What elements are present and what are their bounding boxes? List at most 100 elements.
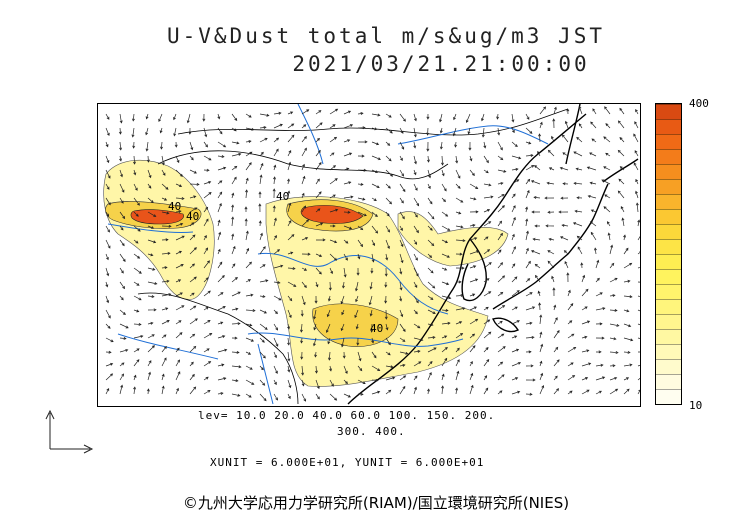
colorbar-segment: [656, 224, 681, 239]
wind-arrow: [441, 321, 451, 325]
wind-arrow: [315, 393, 320, 400]
wind-arrow: [287, 281, 297, 287]
wind-arrow: [525, 165, 535, 171]
wind-arrow: [623, 323, 632, 328]
wind-arrow: [385, 225, 390, 233]
reference-vector-icon: [45, 409, 94, 454]
wind-arrow: [595, 322, 603, 326]
wind-arrow: [231, 127, 237, 132]
wind-arrow: [245, 230, 249, 241]
wind-arrow: [371, 183, 380, 189]
wind-arrow: [483, 306, 489, 311]
wind-arrow: [189, 373, 195, 381]
wind-arrow: [483, 221, 492, 227]
wind-arrow: [511, 290, 520, 297]
wind-arrow: [258, 220, 262, 227]
wind-arrow: [231, 152, 242, 157]
wind-arrow: [231, 113, 238, 122]
colorbar-segment: [656, 134, 681, 149]
wind-arrow: [413, 337, 424, 342]
wind-arrow: [301, 192, 305, 199]
wind-arrow: [259, 323, 268, 330]
wind-arrow: [173, 113, 177, 121]
wind-arrow: [609, 308, 618, 312]
wind-arrow: [202, 113, 206, 122]
wind-arrow: [552, 287, 556, 297]
wind-arrow: [637, 377, 640, 381]
wind-arrow: [525, 189, 530, 199]
wind-arrow: [287, 323, 291, 330]
wind-arrow: [329, 224, 336, 228]
wind-arrow: [525, 292, 533, 297]
wind-arrow: [300, 337, 304, 344]
wind-arrow: [159, 127, 163, 134]
wind-arrow: [469, 155, 473, 162]
wind-arrow: [635, 202, 639, 213]
wind-arrow: [609, 294, 616, 298]
wind-arrow: [203, 127, 208, 138]
wind-arrow: [189, 345, 197, 353]
wind-arrow: [203, 333, 213, 339]
wind-arrow: [329, 194, 336, 199]
wind-arrow: [273, 123, 283, 129]
wind-arrow: [427, 267, 434, 274]
wind-arrow: [617, 149, 625, 157]
wind-arrow: [525, 260, 531, 269]
wind-arrow: [287, 161, 292, 171]
wind-arrow: [217, 321, 224, 325]
wind-arrow: [553, 359, 560, 367]
wind-arrow: [633, 162, 639, 171]
wind-arrow: [385, 365, 394, 369]
wind-arrow: [469, 384, 474, 395]
wind-arrow: [605, 123, 611, 129]
wind-arrow: [328, 281, 332, 291]
wind-arrow: [469, 293, 476, 297]
wind-arrow: [384, 309, 388, 320]
wind-arrow: [273, 337, 279, 347]
wind-arrow: [511, 246, 516, 255]
wind-arrow: [399, 337, 406, 342]
wind-arrow: [371, 169, 379, 173]
wind-arrow: [273, 393, 278, 401]
wind-arrow: [413, 225, 419, 234]
wind-arrow: [589, 181, 597, 185]
wind-arrow: [427, 183, 431, 190]
wind-arrow: [581, 274, 586, 283]
wind-arrow: [301, 109, 310, 115]
wind-arrow: [603, 136, 611, 143]
dust-wind-map: 40 40 40 40: [97, 103, 641, 407]
wind-arrow: [385, 197, 393, 205]
wind-arrow: [175, 292, 183, 297]
wind-arrow: [619, 166, 625, 171]
wind-arrow: [371, 337, 375, 344]
wind-arrow: [452, 127, 457, 137]
wind-arrow: [587, 195, 597, 199]
wind-arrow: [371, 351, 377, 359]
wind-arrow: [567, 362, 574, 367]
coastline-hokkaido: [602, 158, 639, 183]
wind-arrow: [525, 378, 536, 382]
wind-arrow: [301, 365, 305, 376]
wind-arrow: [399, 141, 405, 150]
wind-arrow: [567, 333, 575, 339]
wind-arrow: [469, 318, 479, 325]
wind-arrow: [483, 347, 489, 353]
wind-arrow: [175, 250, 183, 255]
wind-arrow: [539, 372, 544, 381]
wind-arrow: [609, 277, 618, 283]
wind-arrow: [553, 304, 557, 311]
wind-arrow: [371, 390, 381, 395]
wind-arrow: [573, 151, 583, 157]
wind-arrow: [231, 365, 242, 369]
wind-arrow: [119, 183, 125, 193]
wind-arrow: [217, 392, 224, 395]
wind-arrow: [637, 267, 640, 269]
wind-arrow: [561, 134, 569, 143]
wind-arrow: [441, 239, 449, 244]
wind-arrow: [413, 375, 418, 381]
wind-arrow: [133, 334, 144, 339]
wind-arrow: [203, 155, 212, 161]
wind-arrow: [467, 127, 471, 135]
wind-arrow: [539, 343, 544, 353]
wind-arrow: [258, 191, 262, 199]
